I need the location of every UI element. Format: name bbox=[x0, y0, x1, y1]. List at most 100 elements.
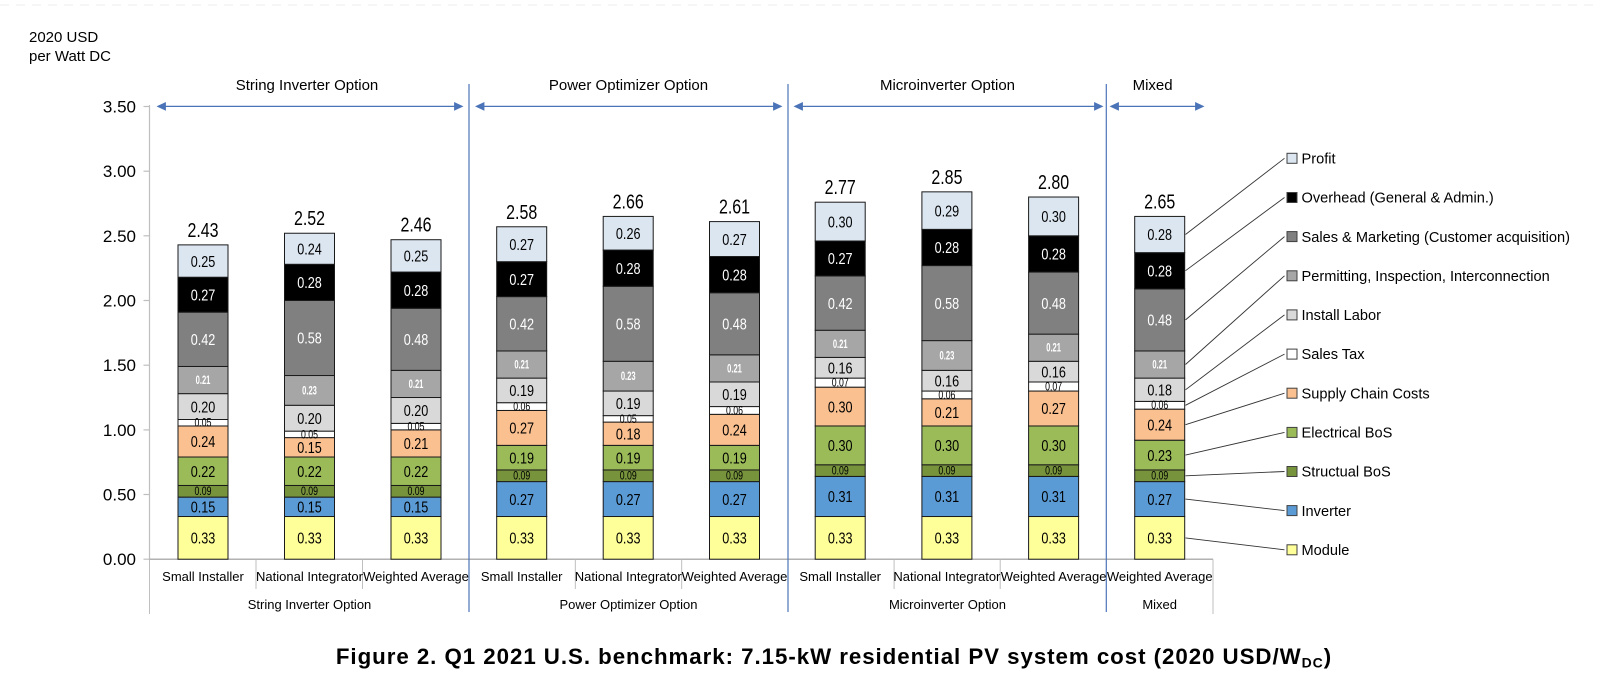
svg-text:0.58: 0.58 bbox=[297, 330, 322, 348]
svg-text:0.28: 0.28 bbox=[1041, 246, 1066, 264]
svg-text:0.26: 0.26 bbox=[616, 226, 641, 244]
svg-text:0.16: 0.16 bbox=[828, 360, 853, 378]
svg-text:Sales & Marketing (Customer ac: Sales & Marketing (Customer acquisition) bbox=[1302, 230, 1570, 246]
svg-text:0.07: 0.07 bbox=[832, 378, 849, 390]
svg-text:0.19: 0.19 bbox=[509, 383, 534, 401]
svg-text:Small Installer: Small Installer bbox=[481, 569, 563, 584]
svg-text:2.46: 2.46 bbox=[400, 213, 431, 236]
svg-text:0.21: 0.21 bbox=[727, 363, 742, 376]
svg-text:0.15: 0.15 bbox=[297, 499, 322, 517]
svg-text:2.58: 2.58 bbox=[506, 200, 537, 223]
svg-text:National Integrator: National Integrator bbox=[575, 569, 683, 584]
svg-text:0.09: 0.09 bbox=[620, 471, 637, 483]
svg-text:0.48: 0.48 bbox=[1147, 312, 1172, 330]
svg-text:0.28: 0.28 bbox=[722, 267, 747, 285]
svg-text:0.33: 0.33 bbox=[935, 530, 960, 548]
svg-text:0.33: 0.33 bbox=[616, 530, 641, 548]
svg-text:0.58: 0.58 bbox=[935, 295, 960, 313]
svg-text:0.18: 0.18 bbox=[616, 426, 641, 444]
svg-text:0.27: 0.27 bbox=[616, 491, 641, 509]
svg-text:0.27: 0.27 bbox=[509, 272, 534, 290]
svg-text:0.05: 0.05 bbox=[620, 414, 637, 426]
svg-text:Module: Module bbox=[1302, 543, 1350, 559]
svg-text:0.27: 0.27 bbox=[509, 237, 534, 255]
svg-text:0.09: 0.09 bbox=[408, 486, 425, 498]
svg-text:0.19: 0.19 bbox=[722, 450, 747, 468]
svg-text:0.29: 0.29 bbox=[935, 203, 960, 221]
svg-text:0.31: 0.31 bbox=[935, 489, 960, 507]
svg-text:0.30: 0.30 bbox=[1041, 209, 1066, 227]
svg-text:2.00: 2.00 bbox=[103, 292, 136, 311]
svg-text:0.42: 0.42 bbox=[509, 316, 534, 334]
svg-text:0.30: 0.30 bbox=[828, 399, 853, 417]
svg-text:0.21: 0.21 bbox=[196, 375, 211, 388]
svg-text:Install Labor: Install Labor bbox=[1302, 308, 1382, 324]
svg-text:0.28: 0.28 bbox=[404, 283, 429, 301]
svg-text:2.61: 2.61 bbox=[719, 195, 750, 218]
svg-text:0.48: 0.48 bbox=[1041, 295, 1066, 313]
svg-text:Sales Tax: Sales Tax bbox=[1302, 347, 1366, 363]
svg-text:0.28: 0.28 bbox=[935, 240, 960, 258]
svg-text:0.27: 0.27 bbox=[191, 287, 216, 305]
svg-text:0.09: 0.09 bbox=[726, 471, 743, 483]
svg-text:String Inverter Option: String Inverter Option bbox=[236, 77, 379, 94]
svg-text:National Integrator: National Integrator bbox=[893, 569, 1001, 584]
svg-text:0.33: 0.33 bbox=[509, 530, 534, 548]
svg-text:0.23: 0.23 bbox=[621, 371, 636, 384]
svg-text:0.21: 0.21 bbox=[935, 405, 960, 423]
svg-text:0.21: 0.21 bbox=[404, 436, 429, 454]
svg-text:3.00: 3.00 bbox=[103, 162, 136, 181]
svg-text:Inverter: Inverter bbox=[1302, 504, 1352, 520]
svg-text:Figure 2. Q1 2021 U.S. benchma: Figure 2. Q1 2021 U.S. benchmark: 7.15-k… bbox=[336, 644, 1332, 671]
svg-text:0.27: 0.27 bbox=[1147, 491, 1172, 509]
svg-text:0.21: 0.21 bbox=[409, 378, 424, 391]
svg-text:0.33: 0.33 bbox=[828, 530, 853, 548]
svg-text:0.24: 0.24 bbox=[1147, 417, 1172, 435]
svg-text:0.15: 0.15 bbox=[404, 499, 429, 517]
svg-text:Overhead (General & Admin.): Overhead (General & Admin.) bbox=[1302, 191, 1494, 207]
svg-text:0.20: 0.20 bbox=[191, 399, 216, 417]
svg-text:0.20: 0.20 bbox=[297, 411, 322, 429]
svg-text:0.28: 0.28 bbox=[1147, 263, 1172, 281]
svg-text:0.00: 0.00 bbox=[103, 550, 136, 569]
svg-text:0.22: 0.22 bbox=[297, 464, 322, 482]
svg-text:0.27: 0.27 bbox=[509, 491, 534, 509]
svg-text:0.33: 0.33 bbox=[1041, 530, 1066, 548]
svg-text:0.06: 0.06 bbox=[1151, 400, 1168, 412]
svg-text:0.05: 0.05 bbox=[195, 418, 212, 430]
svg-text:Profit: Profit bbox=[1302, 152, 1336, 168]
svg-text:0.21: 0.21 bbox=[1152, 359, 1167, 372]
svg-text:0.21: 0.21 bbox=[1046, 342, 1061, 355]
svg-text:Mixed: Mixed bbox=[1142, 597, 1177, 612]
svg-text:0.42: 0.42 bbox=[191, 332, 216, 350]
svg-text:0.06: 0.06 bbox=[726, 405, 743, 417]
svg-text:2.52: 2.52 bbox=[294, 206, 325, 229]
svg-text:0.30: 0.30 bbox=[1041, 438, 1066, 456]
svg-text:0.09: 0.09 bbox=[513, 471, 530, 483]
svg-text:0.24: 0.24 bbox=[297, 241, 322, 259]
svg-text:0.19: 0.19 bbox=[722, 387, 747, 405]
svg-text:1.00: 1.00 bbox=[103, 421, 136, 440]
svg-text:Weighted Average: Weighted Average bbox=[682, 569, 788, 584]
svg-text:2.85: 2.85 bbox=[931, 165, 962, 188]
svg-text:2.77: 2.77 bbox=[825, 175, 856, 198]
svg-text:0.19: 0.19 bbox=[616, 396, 641, 414]
svg-text:2.50: 2.50 bbox=[103, 227, 136, 246]
svg-text:0.16: 0.16 bbox=[935, 373, 960, 391]
svg-text:0.09: 0.09 bbox=[195, 486, 212, 498]
svg-text:2.43: 2.43 bbox=[187, 218, 218, 241]
svg-text:0.24: 0.24 bbox=[191, 434, 216, 452]
svg-text:0.05: 0.05 bbox=[301, 429, 318, 441]
svg-text:0.48: 0.48 bbox=[404, 332, 429, 350]
svg-text:0.20: 0.20 bbox=[404, 403, 429, 421]
svg-text:2020 USD: 2020 USD bbox=[29, 29, 98, 46]
svg-text:0.22: 0.22 bbox=[404, 464, 429, 482]
svg-text:National Integrator: National Integrator bbox=[256, 569, 364, 584]
svg-text:Small Installer: Small Installer bbox=[799, 569, 881, 584]
svg-text:0.27: 0.27 bbox=[722, 231, 747, 249]
svg-text:0.06: 0.06 bbox=[513, 401, 530, 413]
svg-text:Permitting, Inspection, Interc: Permitting, Inspection, Interconnection bbox=[1302, 269, 1550, 285]
svg-text:Electrical BoS: Electrical BoS bbox=[1302, 426, 1393, 442]
svg-text:0.42: 0.42 bbox=[828, 295, 853, 313]
svg-text:0.19: 0.19 bbox=[616, 450, 641, 468]
